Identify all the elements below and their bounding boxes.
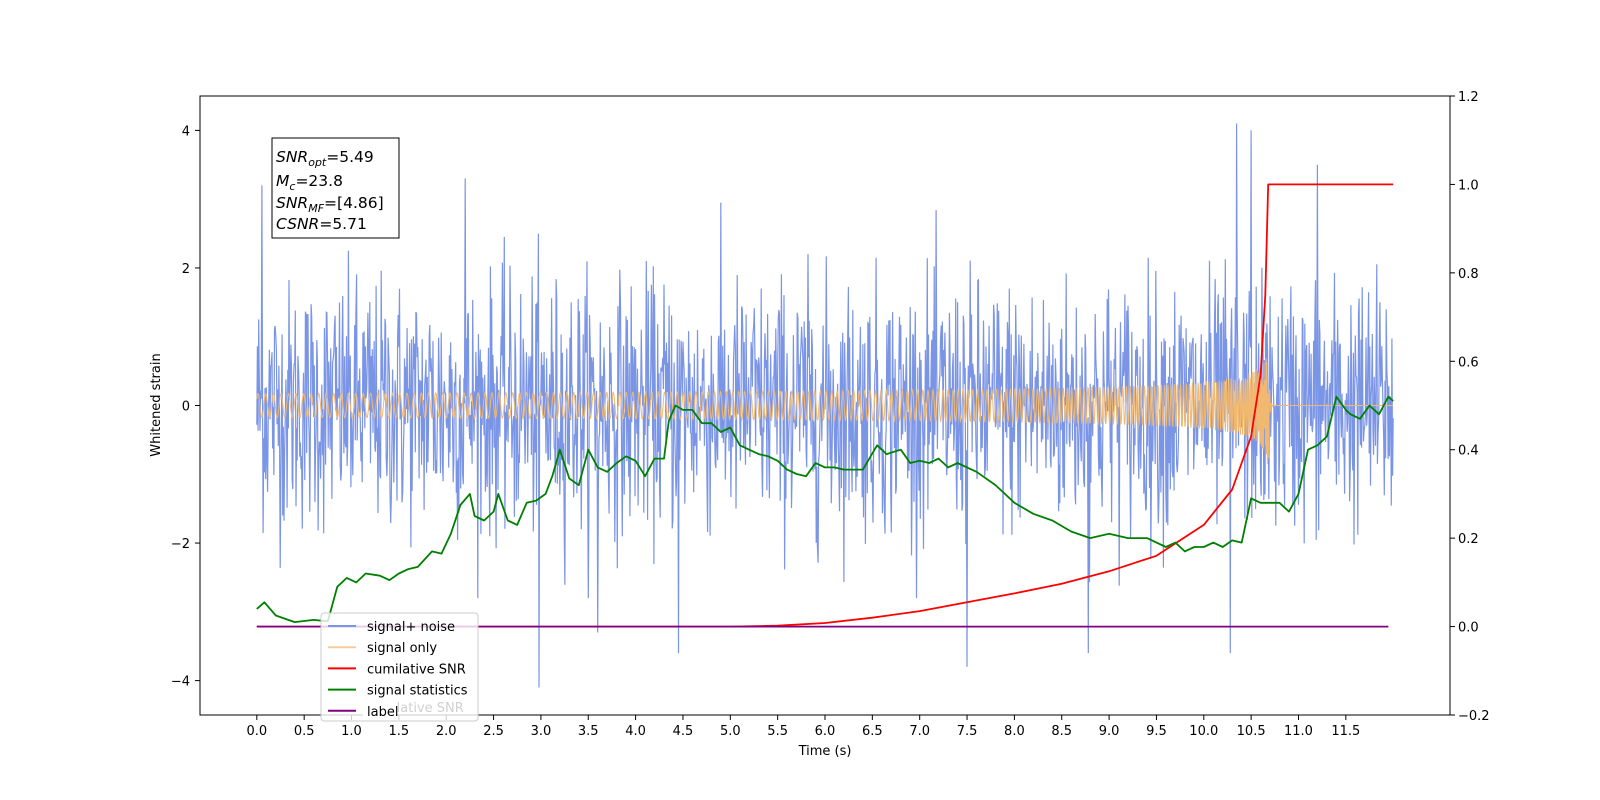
x-axis: 0.0 0.5 1.0 1.5 2.0 2.5 3.0 3.5 4.0 4.5 5.0 5.5 6.0 6…: [246, 715, 1360, 739]
legend-label: signal only: [367, 641, 437, 656]
x-tick-label: 1.5: [389, 724, 410, 739]
x-tick-label: 10.0: [1189, 724, 1218, 739]
snr-mf-text: SNRMF=[4.86]: [276, 194, 384, 215]
legend-entries: signal+ noise signal only cumilative SNR si…: [328, 620, 468, 720]
x-axis-label: Time (s): [798, 744, 852, 759]
x-tick-label: 4.5: [673, 724, 694, 739]
x-tick-label: 6.5: [862, 724, 883, 739]
x-tick-label: 11.5: [1331, 724, 1360, 739]
legend-mask: [363, 700, 397, 716]
x-tick-label: 8.5: [1051, 724, 1072, 739]
legend: cumilative SNR signal+ noise signal only c…: [320, 612, 479, 722]
right-y-tick-label: −0.2: [1458, 709, 1490, 724]
x-tick-label: 4.0: [625, 724, 646, 739]
left-y-tick-label: −4: [171, 675, 190, 690]
left-y-tick-label: 4: [182, 124, 190, 139]
cumulative-snr-series: [256, 183, 1394, 628]
y-axis-label: Whitened strain: [149, 353, 164, 456]
x-tick-label: 8.0: [1004, 724, 1025, 739]
right-y-tick-label: 0.2: [1458, 532, 1479, 547]
signal-statistics-series: [256, 395, 1394, 623]
x-tick-label: 2.5: [483, 724, 504, 739]
legend-frame: [320, 612, 479, 722]
info-box: SNRopt=5.49 Mc=23.8 SNRMF=[4.86] CSNR=5.…: [271, 137, 400, 239]
csnr-text: CSNR=5.71: [276, 215, 367, 233]
plot-area: [256, 123, 1394, 688]
x-tick-label: 0.5: [294, 724, 315, 739]
x-tick-label: 1.0: [341, 724, 362, 739]
right-y-tick-label: 1.0: [1458, 178, 1479, 193]
x-tick-label: 2.0: [436, 724, 457, 739]
right-y-tick-label: 1.2: [1458, 90, 1479, 105]
snr-opt-text: SNRopt=5.49: [276, 148, 374, 169]
signal-statistics-line: [256, 395, 1394, 623]
right-y-axis: 1.2 1.0 0.8 0.6 0.4 0.2 0.0 −0.2: [1450, 90, 1490, 724]
x-tick-label: 9.0: [1099, 724, 1120, 739]
x-tick-label: 3.5: [578, 724, 599, 739]
cumulative-snr-line: [256, 183, 1394, 628]
x-tick-label: 0.0: [246, 724, 267, 739]
signal-noise-line: [256, 123, 1394, 688]
x-tick-label: 5.0: [720, 724, 741, 739]
right-y-tick-label: 0.4: [1458, 444, 1479, 459]
info-box-frame: [271, 137, 400, 239]
right-y-tick-label: 0.0: [1458, 621, 1479, 636]
legend-label: cumilative SNR: [367, 662, 466, 677]
left-y-tick-label: 0: [182, 400, 190, 415]
x-tick-label: 9.5: [1146, 724, 1167, 739]
left-y-tick-label: −2: [171, 537, 190, 552]
signal-only-line: [256, 358, 1394, 465]
right-y-tick-label: 0.6: [1458, 355, 1479, 370]
x-tick-label: 3.0: [531, 724, 552, 739]
legend-label: signal statistics: [367, 684, 468, 699]
x-tick-label: 6.0: [815, 724, 836, 739]
x-tick-label: 7.5: [957, 724, 978, 739]
signal-noise-series: [256, 123, 1394, 688]
legend-label: label: [367, 705, 398, 720]
signal-only-series: [256, 358, 1394, 465]
legend-label: signal+ noise: [367, 620, 455, 635]
right-y-tick-label: 0.8: [1458, 267, 1479, 282]
x-tick-label: 10.5: [1237, 724, 1266, 739]
chirp-mass-text: Mc=23.8: [276, 172, 343, 193]
left-y-axis: 4 2 0 −2 −4: [171, 124, 200, 690]
x-tick-label: 11.0: [1284, 724, 1313, 739]
x-tick-label: 7.0: [909, 724, 930, 739]
left-y-tick-label: 2: [182, 262, 190, 277]
x-tick-label: 5.5: [767, 724, 788, 739]
